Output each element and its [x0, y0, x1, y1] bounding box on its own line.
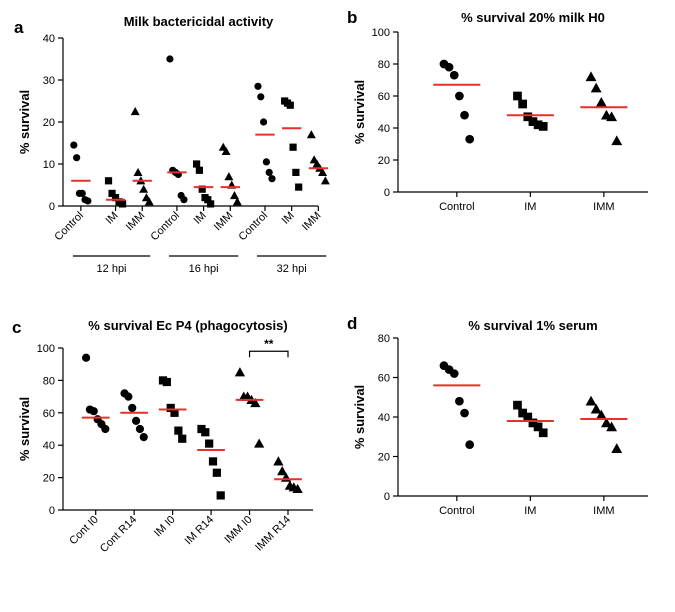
- svg-text:Control: Control: [148, 210, 182, 244]
- panel-letter-c: c: [12, 318, 21, 338]
- svg-text:60: 60: [378, 91, 390, 103]
- svg-text:12 hpi: 12 hpi: [97, 263, 127, 275]
- svg-text:IMM I0: IMM I0: [222, 514, 254, 546]
- panel-a: a 0 10 20 30 40 % survival Milk bactericidal ac…: [8, 8, 333, 294]
- svg-text:Cont R14: Cont R14: [98, 514, 139, 555]
- svg-text:Control: Control: [52, 210, 86, 244]
- svg-text:40: 40: [43, 440, 55, 452]
- svg-text:Control: Control: [237, 210, 271, 244]
- svg-text:60: 60: [43, 408, 55, 420]
- svg-text:0: 0: [384, 187, 390, 199]
- panel-b: b 0 20 40 60 80 100 % survival % survival 20% mi…: [343, 8, 668, 294]
- panel-letter-d: d: [347, 314, 357, 334]
- chart-d: 0 20 40 60 80 % survival % survival 1% serum Co…: [343, 314, 668, 574]
- svg-text:60: 60: [378, 373, 390, 385]
- svg-text:IM: IM: [192, 210, 209, 227]
- panel-d: d 0 20 40 60 80 % survival % survival 1% serum C…: [343, 314, 668, 604]
- svg-text:Control: Control: [439, 201, 474, 213]
- svg-text:IMM R14: IMM R14: [253, 514, 293, 554]
- svg-text:0: 0: [49, 201, 55, 213]
- svg-text:20: 20: [43, 117, 55, 129]
- svg-text:80: 80: [378, 333, 390, 345]
- figure-grid: a 0 10 20 30 40 % survival Milk bactericidal ac…: [8, 8, 667, 604]
- svg-text:% survival: % survival: [352, 80, 367, 144]
- svg-text:20: 20: [378, 452, 390, 464]
- svg-text:Milk bactericidal activity: Milk bactericidal activity: [124, 14, 274, 29]
- chart-c: 0 20 40 60 80 100 % survival % survival Ec P4 (…: [8, 314, 333, 604]
- svg-text:10: 10: [43, 159, 55, 171]
- svg-text:0: 0: [49, 505, 55, 517]
- svg-text:IMM: IMM: [300, 210, 324, 234]
- svg-text:16 hpi: 16 hpi: [189, 263, 219, 275]
- svg-text:IM: IM: [524, 505, 536, 517]
- svg-text:IMM: IMM: [593, 201, 614, 213]
- svg-text:IM: IM: [524, 201, 536, 213]
- svg-text:0: 0: [384, 491, 390, 503]
- svg-text:IMM: IMM: [212, 210, 236, 234]
- panel-letter-a: a: [14, 18, 23, 38]
- svg-text:IMM: IMM: [593, 505, 614, 517]
- svg-text:IM R14: IM R14: [183, 514, 217, 548]
- chart-a: 0 10 20 30 40 % survival Milk bactericidal act…: [8, 8, 333, 293]
- svg-text:% survival: % survival: [17, 397, 32, 461]
- svg-text:20: 20: [378, 155, 390, 167]
- svg-text:Control: Control: [439, 505, 474, 517]
- svg-text:% survival: % survival: [352, 385, 367, 449]
- svg-text:80: 80: [43, 375, 55, 387]
- svg-text:% survival 1% serum: % survival 1% serum: [468, 318, 597, 333]
- svg-text:100: 100: [372, 27, 390, 39]
- svg-text:IM: IM: [104, 210, 121, 227]
- svg-text:% survival Ec P4 (phagocytosis: % survival Ec P4 (phagocytosis): [88, 318, 287, 333]
- svg-text:40: 40: [378, 412, 390, 424]
- svg-text:IM: IM: [280, 210, 297, 227]
- svg-text:% survival 20% milk H0: % survival 20% milk H0: [461, 10, 605, 25]
- svg-text:80: 80: [378, 59, 390, 71]
- svg-text:% survival: % survival: [17, 90, 32, 154]
- svg-text:**: **: [264, 337, 274, 351]
- svg-text:30: 30: [43, 75, 55, 87]
- svg-text:100: 100: [37, 343, 55, 355]
- panel-c: c 0 20 40 60 80 100 % survival % survival Ec P4 …: [8, 314, 333, 604]
- svg-text:IM I0: IM I0: [152, 514, 178, 540]
- chart-b: 0 20 40 60 80 100 % survival % survival 20% mil…: [343, 8, 668, 268]
- svg-text:40: 40: [378, 123, 390, 135]
- svg-text:40: 40: [43, 33, 55, 45]
- svg-text:20: 20: [43, 473, 55, 485]
- svg-text:32 hpi: 32 hpi: [277, 263, 307, 275]
- svg-text:Cont I0: Cont I0: [67, 514, 101, 548]
- panel-letter-b: b: [347, 8, 357, 28]
- svg-text:IMM: IMM: [124, 210, 148, 234]
